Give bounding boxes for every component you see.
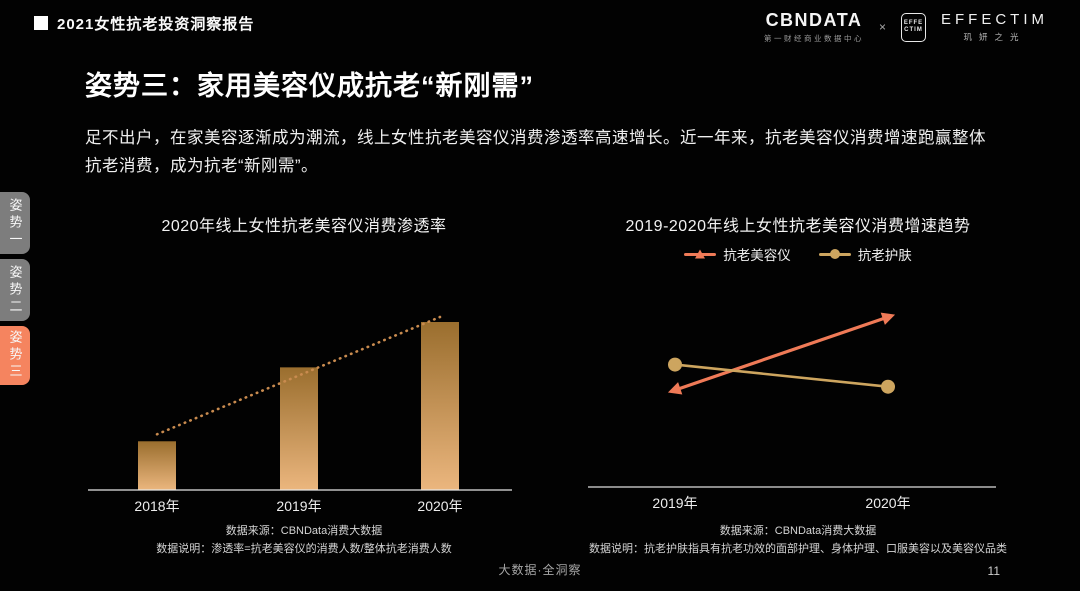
data-source-line: 数据来源：CBNData消费大数据 — [719, 525, 877, 537]
svg-text:2020年: 2020年 — [865, 495, 910, 511]
brand-separator-x: × — [878, 20, 886, 34]
penetration-chart-title: 2020年线上女性抗老美容仪消费渗透率 — [161, 218, 447, 235]
effectim-glyph-top: EFFE — [903, 19, 924, 26]
legend-item-beauty-device: 抗老美容仪 — [684, 244, 791, 264]
penetration-chart-block: 2020年线上女性抗老美容仪消费渗透率 2018年 2019年 2020年 数据来源… — [88, 212, 520, 558]
page-number: 11 — [987, 564, 1000, 578]
growth-chart-title: 2019-2020年线上女性抗老美容仪消费增速趋势 — [625, 218, 971, 235]
cbndata-subtitle: 第一财经商业数据中心 — [763, 34, 864, 43]
effectim-logo: EFFECTIM 玑妍之光 — [941, 11, 1048, 43]
sidebar-tab-label: 姿势一 — [7, 197, 23, 249]
svg-text:2018年: 2018年 — [134, 498, 179, 514]
effectim-glyph-bottom: CTIM — [904, 27, 923, 33]
brand-logos: CBNDATA 第一财经商业数据中心 × EFFE CTIM EFFECTIM … — [764, 10, 1048, 44]
sidebar-tab-pose-2[interactable]: 姿势二 — [0, 259, 30, 321]
legend-circle-line-icon — [818, 249, 851, 259]
report-title: 2021女性抗老投资洞察报告 — [57, 16, 255, 33]
growth-chart-block: 2019-2020年线上女性抗老美容仪消费增速趋势 抗老美容仪 抗老护肤 201… — [588, 212, 1008, 558]
svg-text:2019年: 2019年 — [276, 498, 321, 514]
penetration-bar-chart: 2018年 2019年 2020年 — [88, 315, 512, 514]
sidebar-tab-label: 姿势二 — [7, 264, 23, 316]
data-note-line: 数据说明：抗老护肤指具有抗老功效的面部护理、身体护理、口服美容以及美容仪品类 — [589, 543, 1007, 556]
effectim-subtitle: 玑妍之光 — [963, 32, 1026, 42]
sidebar-tab-pose-3-active[interactable]: 姿势三 — [0, 326, 30, 385]
legend-item-skincare: 抗老护肤 — [818, 244, 912, 264]
sidebar-tab-pose-1[interactable]: 姿势一 — [0, 192, 30, 254]
page-title: 姿势三：家用美容仪成抗老“新刚需” — [85, 71, 534, 101]
svg-text:2019年: 2019年 — [652, 495, 697, 511]
growth-chart-legend: 抗老美容仪 抗老护肤 — [588, 244, 1008, 264]
legend-label: 抗老护肤 — [857, 248, 912, 263]
intro-paragraph: 足不出户，在家美容逐渐成为潮流，线上女性抗老美容仪消费渗透率高速增长。近一年来，… — [85, 129, 986, 176]
legend-label: 抗老美容仪 — [723, 248, 791, 263]
sidebar-tab-label: 姿势三 — [7, 330, 23, 381]
footer-tagline: 大数据·全洞察 — [498, 563, 582, 577]
growth-line-chart: 2019年 2020年 — [588, 312, 996, 511]
penetration-chart-notes: 数据来源：CBNData消费大数据 数据说明：渗透率=抗老美容仪的消费人数/整体… — [88, 522, 520, 558]
effectim-glyph-icon: EFFE CTIM — [901, 12, 926, 42]
svg-text:2020年: 2020年 — [417, 498, 462, 514]
effectim-wordmark: EFFECTIM — [941, 11, 1048, 28]
data-source-line: 数据来源：CBNData消费大数据 — [225, 525, 383, 537]
growth-chart-notes: 数据来源：CBNData消费大数据 数据说明：抗老护肤指具有抗老功效的面部护理、… — [588, 522, 1008, 558]
cbndata-wordmark: CBNDATA — [765, 10, 863, 30]
data-note-line: 数据说明：渗透率=抗老美容仪的消费人数/整体抗老消费人数 — [156, 543, 452, 556]
header-square-bullet — [34, 16, 48, 30]
legend-triangle-line-icon — [684, 249, 717, 259]
cbndata-logo: CBNDATA 第一财经商业数据中心 — [764, 10, 864, 44]
